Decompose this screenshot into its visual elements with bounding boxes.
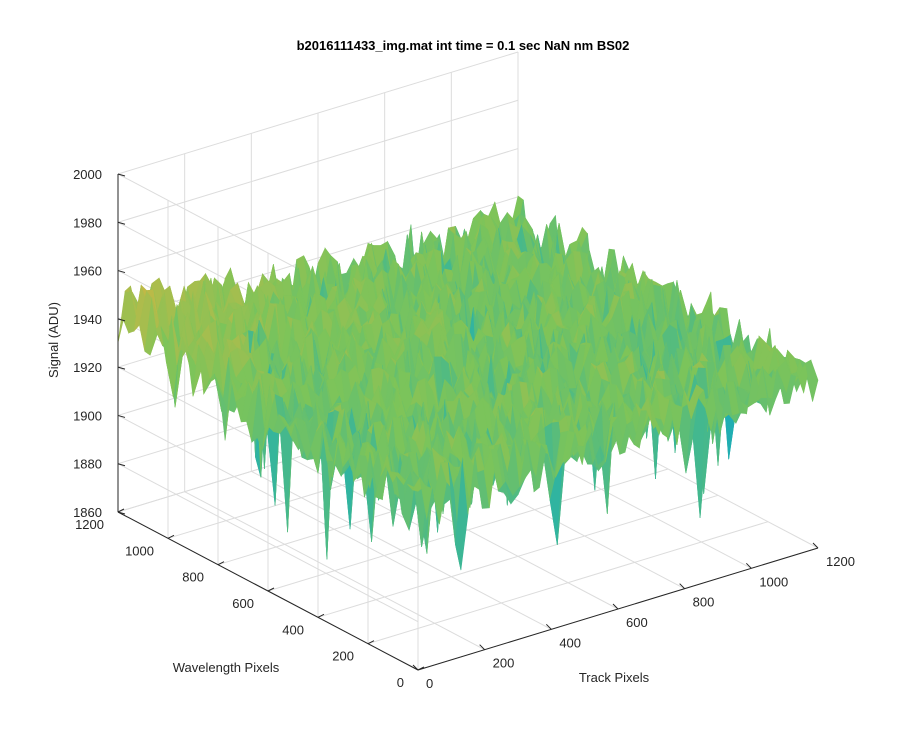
tick-labels: 0 200 400 600 800 1000 1200 0 200 400 600 800 1000 12… (73, 167, 855, 691)
y-tick-label: 800 (182, 570, 204, 585)
x-tick-mark (812, 542, 819, 549)
z-tick-mark (117, 511, 126, 515)
z-tick-label: 1940 (73, 312, 102, 327)
z-tick-label: 1960 (73, 264, 102, 279)
z-tick-label: 1880 (73, 457, 102, 472)
grid-line (267, 468, 669, 592)
y-tick-mark (317, 613, 325, 618)
z-tick-label: 1920 (73, 360, 102, 375)
y-tick-label: 600 (232, 596, 254, 611)
y-tick-label: 1200 (75, 517, 104, 532)
x-tick-mark (412, 664, 419, 671)
grid-line (117, 463, 419, 623)
z-tick-mark (117, 318, 126, 322)
y-tick-mark (167, 534, 175, 539)
y-tick-mark (217, 561, 225, 566)
z-tick-mark (117, 414, 126, 418)
y-tick-mark (367, 640, 375, 645)
x-tick-label: 0 (426, 676, 433, 691)
y-tick-mark (267, 587, 275, 592)
x-tick-label: 1000 (759, 574, 788, 589)
z-tick-mark (117, 463, 126, 467)
z-tick-mark (117, 366, 126, 370)
y-tick-label: 0 (397, 675, 404, 690)
x-tick-mark (745, 562, 752, 569)
x-tick-label: 400 (559, 635, 581, 650)
y-tick-label: 1000 (125, 543, 154, 558)
z-tick-label: 1900 (73, 408, 102, 423)
x-axis-label: Track Pixels (579, 670, 650, 685)
x-tick-mark (679, 583, 686, 590)
x-tick-label: 600 (626, 615, 648, 630)
x-tick-mark (479, 644, 486, 651)
surface-patch (805, 359, 819, 402)
chart-title: b2016111433_img.mat int time = 0.1 sec N… (297, 38, 630, 53)
grid-line (317, 494, 719, 618)
x-tick-label: 1200 (826, 554, 855, 569)
x-tick-mark (545, 623, 552, 630)
z-tick-label: 1860 (73, 505, 102, 520)
x-tick-label: 800 (693, 595, 715, 610)
y-tick-mark (117, 508, 125, 513)
z-tick-label: 1980 (73, 215, 102, 230)
axes (117, 173, 819, 671)
y-tick-label: 200 (332, 649, 354, 664)
grid-line (117, 148, 519, 272)
grid-line (117, 99, 519, 223)
grid-line (367, 521, 769, 645)
x-tick-mark (612, 603, 619, 610)
surface-mesh (117, 195, 819, 571)
grid-line (117, 51, 519, 175)
y-axis-label: Wavelength Pixels (173, 660, 280, 675)
z-tick-mark (117, 270, 126, 274)
z-tick-label: 2000 (73, 167, 102, 182)
x-tick-label: 200 (493, 656, 515, 671)
y-tick-label: 400 (282, 622, 304, 637)
z-tick-mark (117, 173, 126, 177)
grid-line (117, 414, 419, 574)
z-axis-label: Signal (ADU) (46, 302, 61, 378)
y-tick-mark (417, 666, 425, 671)
z-tick-mark (117, 221, 126, 225)
